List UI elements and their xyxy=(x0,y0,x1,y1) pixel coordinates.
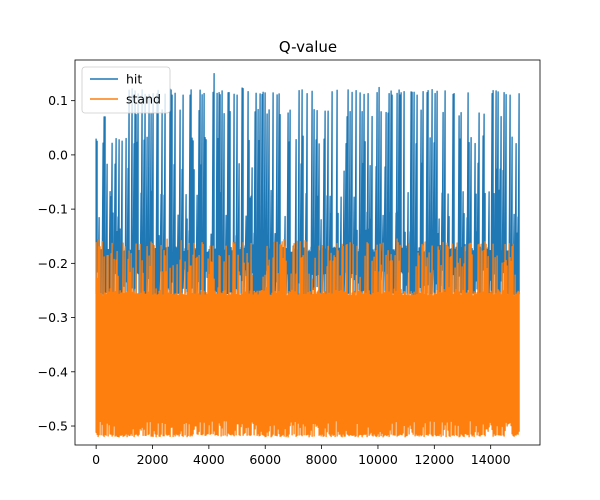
legend: hit stand xyxy=(81,66,171,114)
x-tick-label: 12000 xyxy=(414,452,454,467)
legend-label-hit: hit xyxy=(126,72,142,87)
y-tick-label: 0.0 xyxy=(48,147,68,162)
y-tick-label: 0.1 xyxy=(48,93,68,108)
x-axis: 0 2000 4000 6000 8000 10000 12000 14000 xyxy=(92,445,511,467)
y-axis: 0.1 0.0 −0.1 −0.2 −0.3 −0.4 −0.5 xyxy=(38,93,75,434)
y-tick-label: −0.1 xyxy=(38,202,68,217)
y-tick-label: −0.3 xyxy=(38,310,68,325)
x-tick-label: 14000 xyxy=(471,452,511,467)
y-tick-label: −0.2 xyxy=(38,256,68,271)
x-tick-label: 4000 xyxy=(193,452,225,467)
legend-label-stand: stand xyxy=(126,92,161,107)
x-tick-label: 8000 xyxy=(306,452,338,467)
x-tick-label: 0 xyxy=(92,452,100,467)
y-tick-label: −0.4 xyxy=(38,364,68,379)
series-layer xyxy=(95,72,520,438)
x-tick-label: 6000 xyxy=(249,452,281,467)
chart-title: Q-value xyxy=(279,38,337,56)
x-tick-label: 2000 xyxy=(137,452,169,467)
y-tick-label: −0.5 xyxy=(38,419,68,434)
x-tick-label: 10000 xyxy=(358,452,398,467)
series-line-stand xyxy=(95,238,520,438)
axes-frame xyxy=(74,59,541,446)
